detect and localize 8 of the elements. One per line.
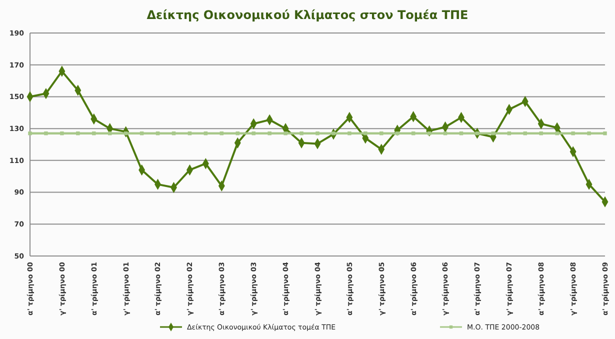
point — [555, 131, 559, 136]
point — [252, 131, 256, 136]
point — [603, 131, 607, 136]
point — [364, 131, 368, 136]
point — [539, 131, 543, 136]
chart-title: Δείκτης Οικονομικού Κλίματος στον Τομέα ΤΠΕ — [146, 8, 468, 22]
point — [284, 131, 288, 136]
point — [28, 131, 32, 136]
